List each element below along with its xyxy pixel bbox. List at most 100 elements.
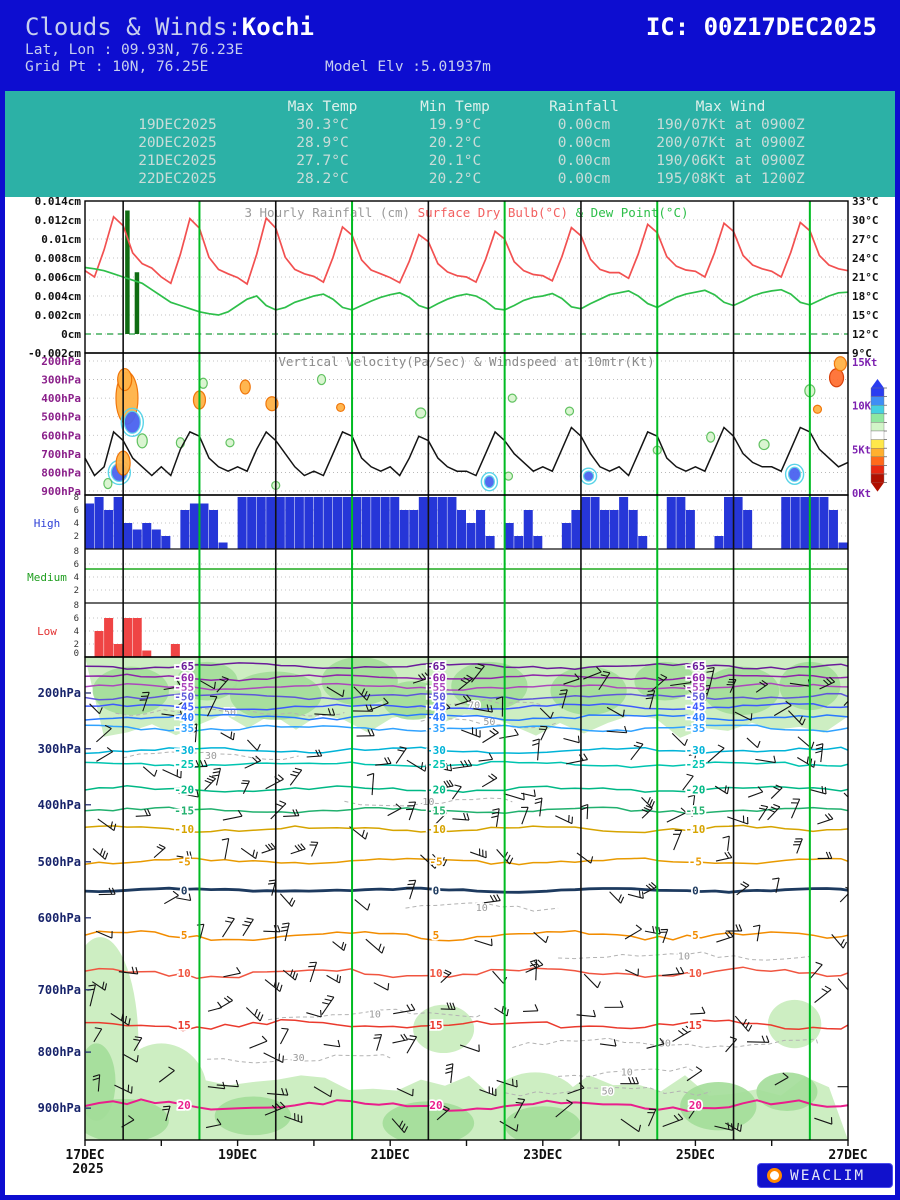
svg-text:8: 8: [74, 601, 79, 611]
svg-text:10: 10: [476, 903, 488, 914]
svg-text:-20: -20: [174, 783, 194, 796]
svg-text:-15: -15: [426, 805, 446, 818]
axes-labels: 200hPa 300hPa 400hPa 500hPa 600hPa 700hPa 800h…: [38, 686, 868, 1177]
svg-text:-50: -50: [174, 691, 194, 704]
svg-text:18°C: 18°C: [852, 290, 879, 303]
dew-point-line: [84, 266, 849, 316]
svg-text:-40: -40: [174, 711, 194, 724]
svg-text:25DEC: 25DEC: [676, 1148, 715, 1163]
svg-text:-40: -40: [426, 711, 446, 724]
col-header-rainfall: Rainfall: [549, 99, 619, 115]
forecast-rainfall: 0.00cm: [557, 153, 611, 169]
upper-air-humidity-shading: [85, 657, 848, 1140]
svg-text:700hPa: 700hPa: [41, 448, 81, 461]
svg-text:15°C: 15°C: [852, 309, 879, 322]
initial-condition-label: IC: 00Z17DEC2025: [645, 13, 877, 41]
svg-text:-30: -30: [426, 744, 446, 757]
model-elv-label: Model Elv :5.01937m: [325, 59, 491, 75]
svg-text:50: 50: [224, 708, 236, 719]
svg-text:70: 70: [468, 700, 480, 711]
surface-panel: 3 Hourly Rainfall (cm) Surface Dry Bulb(…: [28, 195, 878, 360]
svg-text:4: 4: [74, 519, 79, 529]
windspeed-line: [84, 426, 849, 477]
svg-text:5Kt: 5Kt: [852, 444, 871, 456]
svg-text:10: 10: [178, 967, 191, 980]
svg-text:900hPa: 900hPa: [41, 485, 81, 498]
forecast-row: 22DEC2025 28.2°C 20.2°C 0.00cm 195/08Kt …: [5, 170, 895, 188]
svg-text:10: 10: [422, 797, 434, 808]
svg-text:10Kt: 10Kt: [852, 401, 877, 413]
svg-text:600hPa: 600hPa: [41, 429, 81, 442]
forecast-max-wind: 195/08Kt at 1200Z: [656, 171, 805, 187]
col-header-max-temp: Max Temp: [287, 99, 358, 115]
forecast-date: 20DEC2025: [138, 135, 217, 151]
vertical-velocity-colorbar: [870, 379, 887, 492]
svg-text:0.012cm: 0.012cm: [35, 214, 82, 227]
forecast-max-wind: 190/07Kt at 0900Z: [656, 117, 805, 133]
svg-text:30: 30: [293, 1053, 305, 1064]
svg-text:5: 5: [692, 929, 699, 942]
svg-text:-55: -55: [426, 681, 446, 694]
forecast-rainfall: 0.00cm: [557, 135, 611, 151]
forecast-date: 19DEC2025: [138, 117, 217, 133]
svg-text:Medium: Medium: [27, 571, 67, 584]
svg-text:-0.002cm: -0.002cm: [28, 347, 81, 360]
svg-text:6: 6: [74, 560, 79, 570]
svg-text:400hPa: 400hPa: [41, 392, 81, 405]
svg-text:High: High: [34, 517, 61, 530]
svg-text:0: 0: [181, 884, 188, 897]
forecast-min-temp: 20.2°C: [428, 135, 482, 151]
svg-text:-40: -40: [685, 711, 705, 724]
svg-text:-65: -65: [685, 660, 705, 673]
forecast-max-temp: 27.7°C: [296, 153, 349, 169]
svg-text:0.002cm: 0.002cm: [35, 309, 82, 322]
svg-text:-5: -5: [689, 855, 702, 868]
svg-text:-60: -60: [174, 671, 194, 684]
svg-text:300hPa: 300hPa: [41, 374, 81, 387]
header: Clouds & Winds:Kochi IC: 00Z17DEC2025 La…: [5, 5, 895, 91]
forecast-row: 19DEC2025 30.3°C 19.9°C 0.00cm 190/07Kt …: [5, 116, 895, 134]
page-title: Clouds & Winds:Kochi: [25, 14, 314, 40]
svg-text:-35: -35: [174, 722, 194, 735]
svg-text:-60: -60: [685, 671, 705, 684]
svg-text:Low: Low: [37, 625, 57, 638]
svg-text:21DEC: 21DEC: [371, 1148, 410, 1163]
svg-text:4: 4: [74, 627, 79, 637]
svg-text:10: 10: [429, 967, 442, 980]
svg-text:2: 2: [74, 532, 79, 542]
svg-text:50: 50: [483, 717, 495, 728]
svg-text:21°C: 21°C: [852, 271, 879, 284]
forecast-min-temp: 20.2°C: [428, 171, 482, 187]
svg-text:20: 20: [178, 1099, 191, 1112]
svg-text:23DEC: 23DEC: [523, 1148, 562, 1163]
forecast-max-temp: 30.3°C: [296, 117, 349, 133]
svg-text:6: 6: [74, 614, 79, 624]
svg-text:200hPa: 200hPa: [38, 686, 81, 700]
svg-text:6: 6: [74, 506, 79, 516]
svg-text:300hPa: 300hPa: [38, 742, 81, 756]
svg-text:-20: -20: [685, 783, 705, 796]
svg-text:400hPa: 400hPa: [38, 798, 81, 812]
svg-text:-10: -10: [426, 823, 446, 836]
svg-text:0: 0: [692, 884, 699, 897]
svg-text:200hPa: 200hPa: [41, 355, 81, 368]
forecast-max-wind: 190/06Kt at 0900Z: [656, 153, 805, 169]
svg-text:15: 15: [689, 1019, 702, 1032]
svg-text:5: 5: [181, 929, 188, 942]
surface-panel-title: 3 Hourly Rainfall (cm) Surface Dry Bulb(…: [244, 205, 688, 220]
svg-text:50: 50: [602, 1087, 614, 1098]
svg-text:-25: -25: [174, 758, 194, 771]
forecast-row: 21DEC2025 27.7°C 20.1°C 0.00cm 190/06Kt …: [5, 152, 895, 170]
svg-text:10: 10: [369, 1009, 381, 1020]
svg-text:9°C: 9°C: [852, 347, 872, 360]
svg-text:0.006cm: 0.006cm: [35, 271, 82, 284]
svg-text:2: 2: [74, 640, 79, 650]
svg-text:27DEC: 27DEC: [828, 1148, 867, 1163]
svg-text:15: 15: [429, 1019, 442, 1032]
lat-lon-label: Lat, Lon : 09.93N, 76.23E: [25, 42, 244, 58]
grid-row: Grid Pt : 10N, 76.25E Model Elv :5.01937…: [25, 59, 877, 75]
svg-text:-15: -15: [174, 805, 194, 818]
svg-text:-30: -30: [174, 744, 194, 757]
svg-text:20: 20: [429, 1099, 442, 1112]
